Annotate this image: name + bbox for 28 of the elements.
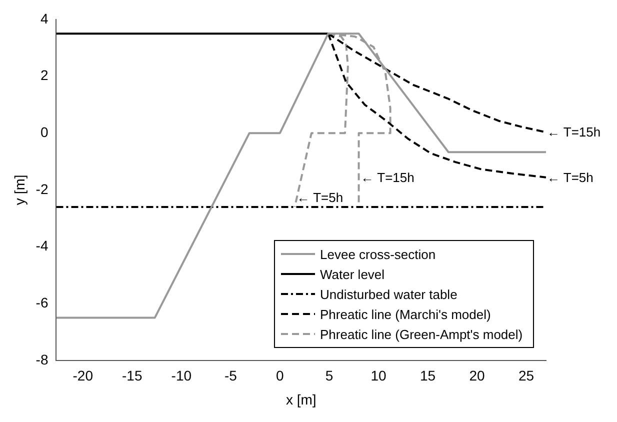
x-tick-label: -15 [122,368,142,384]
annotation: ← T=5h [547,170,594,186]
x-tick-label: -10 [171,368,192,384]
y-tick-label: -4 [36,238,48,254]
x-axis-title: x [m] [286,391,316,408]
y-axis-title: y [m] [11,174,28,206]
y-tick-label: 4 [40,10,48,26]
legend-label: Levee cross-section [320,246,436,262]
legend-label: Phreatic line (Green-Ampt's model) [320,326,523,342]
x-tick-label: 20 [469,368,486,384]
x-tick-label: 0 [276,368,284,384]
x-tick-label: 15 [420,368,436,384]
y-tick-label: 2 [40,67,48,84]
y-tick-label: -2 [36,180,48,197]
y-tick-label: -6 [36,294,48,310]
x-tick-label: -5 [224,368,238,384]
x-tick-label: 5 [325,368,334,384]
legend-label: Water level [320,266,385,282]
x-tick-label: -20 [72,368,94,384]
x-tick-label: 10 [370,368,386,384]
annotation: ← T=5h [296,190,344,206]
y-tick-label: -8 [36,351,48,368]
annotation: ← T=15h [360,170,414,186]
y-tick-label: 0 [40,124,48,140]
annotation: ← T=15h [547,124,601,140]
x-tick-label: 25 [518,368,534,384]
legend-label: Undisturbed water table [320,286,458,302]
legend-label: Phreatic line (Marchi's model) [320,306,491,322]
